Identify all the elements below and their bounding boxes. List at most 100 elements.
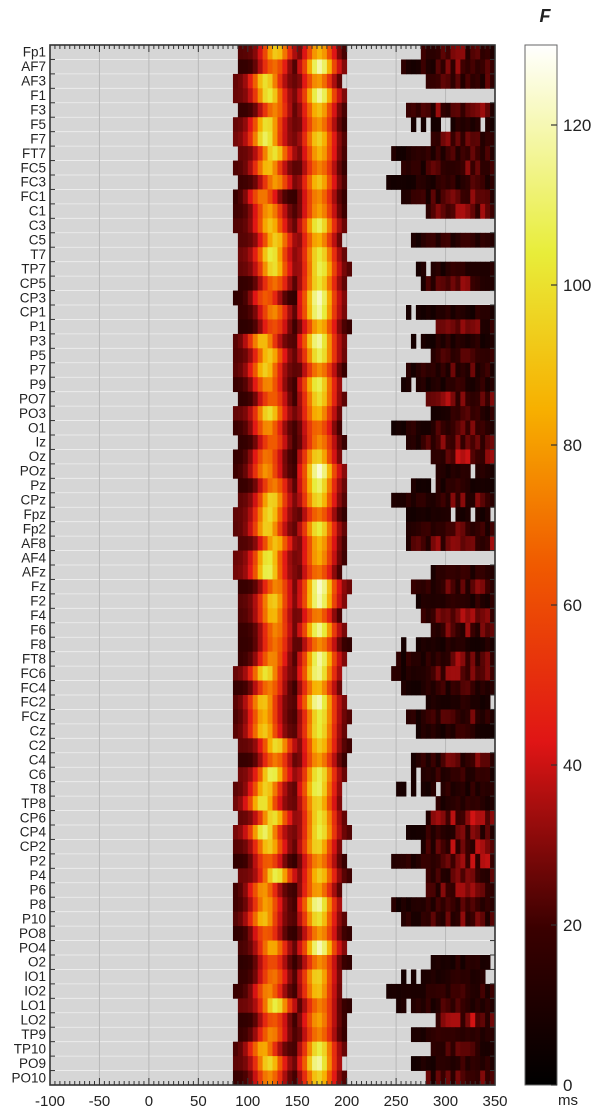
channel-label: F3: [30, 103, 46, 118]
heatmap-cell: [287, 362, 293, 378]
heatmap-cell: [465, 839, 471, 855]
heatmap-cell: [247, 59, 254, 75]
heatmap-cell: [317, 738, 323, 754]
heatmap-cell: [490, 579, 495, 595]
heatmap-cell: [336, 825, 343, 840]
heatmap-cell: [475, 1070, 481, 1085]
heatmap-cell: [460, 1041, 466, 1057]
heatmap-cell: [455, 319, 461, 335]
heatmap-cell: [321, 926, 328, 941]
heatmap-cell: [232, 507, 239, 523]
heatmap-cell: [346, 738, 353, 754]
heatmap-cell: [292, 608, 298, 624]
heatmap-cell: [460, 608, 466, 624]
heatmap-cell: [435, 175, 442, 190]
heatmap-cell: [267, 247, 273, 263]
heatmap-cell: [237, 420, 244, 436]
heatmap-cell: [297, 59, 303, 75]
heatmap-cell: [321, 1027, 328, 1043]
heatmap-cell: [292, 695, 298, 710]
heatmap-cell: [490, 232, 495, 248]
heatmap-cell: [450, 839, 456, 855]
heatmap-cell: [470, 983, 476, 999]
heatmap-cell: [410, 651, 417, 667]
heatmap-cell: [262, 261, 268, 277]
heatmap-cell: [410, 478, 417, 494]
heatmap-cell: [445, 998, 451, 1014]
heatmap-cell: [415, 305, 422, 320]
heatmap-cell: [257, 796, 264, 811]
heatmap-cell: [297, 88, 303, 104]
heatmap-cell: [237, 391, 244, 407]
heatmap-cell: [282, 102, 288, 118]
heatmap-cell: [465, 73, 471, 89]
heatmap-cell: [425, 189, 432, 205]
heatmap-cell: [450, 622, 456, 638]
heatmap-cell: [287, 521, 293, 537]
heatmap-cell: [455, 189, 461, 205]
heatmap-cell: [430, 377, 437, 393]
heatmap-cell: [257, 897, 264, 913]
heatmap-cell: [326, 45, 333, 60]
heatmap-cell: [292, 73, 298, 89]
heatmap-cell: [242, 767, 249, 783]
heatmap-cell: [247, 146, 254, 161]
x-tick-label: 350: [482, 1093, 507, 1110]
heatmap-cell: [302, 593, 308, 609]
heatmap-cell: [252, 232, 259, 248]
heatmap-cell: [336, 565, 343, 580]
heatmap-cell: [232, 362, 239, 378]
heatmap-cell: [312, 45, 318, 60]
heatmap-cell: [435, 507, 442, 523]
heatmap-cell: [307, 810, 313, 826]
heatmap-cell: [331, 767, 338, 783]
heatmap-cell: [252, 955, 259, 970]
heatmap-cell: [425, 59, 432, 75]
heatmap-cell: [341, 536, 348, 551]
heatmap-cell: [321, 463, 328, 479]
heatmap-cell: [267, 882, 273, 898]
heatmap-cell: [336, 305, 343, 320]
heatmap-cell: [237, 247, 244, 263]
heatmap-cell: [267, 680, 273, 696]
heatmap-cell: [450, 1012, 456, 1028]
heatmap-cell: [267, 492, 273, 508]
heatmap-cell: [336, 435, 343, 450]
heatmap-cell: [277, 738, 283, 754]
heatmap-cell: [420, 160, 427, 176]
heatmap-cell: [297, 767, 303, 783]
heatmap-cell: [277, 319, 283, 335]
heatmap-cell: [326, 825, 333, 840]
heatmap-cell: [460, 261, 466, 277]
heatmap-cell: [267, 911, 273, 927]
channel-label: Fpz: [23, 507, 46, 522]
heatmap-cell: [465, 261, 471, 277]
heatmap-cell: [331, 305, 338, 320]
heatmap-cell: [475, 1041, 481, 1057]
heatmap-cell: [302, 839, 308, 855]
x-tick-label: -100: [35, 1093, 65, 1110]
heatmap-cell: [317, 160, 323, 176]
heatmap-cell: [277, 579, 283, 595]
channel-label: CP5: [20, 276, 46, 291]
heatmap-cell: [282, 1056, 288, 1071]
heatmap-cell: [257, 131, 264, 147]
heatmap-cell: [292, 492, 298, 508]
heatmap-cell: [331, 940, 338, 956]
heatmap-cell: [331, 333, 338, 349]
heatmap-cell: [272, 88, 278, 104]
heatmap-cell: [242, 536, 249, 551]
heatmap-cell: [475, 117, 481, 133]
heatmap-cell: [401, 781, 407, 797]
heatmap-cell: [287, 853, 293, 869]
heatmap-cell: [282, 940, 288, 956]
heatmap-cell: [247, 1012, 254, 1028]
heatmap-cell: [321, 767, 328, 783]
heatmap-cell: [336, 1056, 343, 1071]
heatmap-cell: [455, 608, 461, 624]
heatmap-cell: [420, 521, 427, 537]
heatmap-cell: [307, 463, 313, 479]
channel-label: C2: [29, 738, 46, 753]
heatmap-cell: [425, 767, 432, 783]
heatmap-cell: [277, 189, 283, 205]
